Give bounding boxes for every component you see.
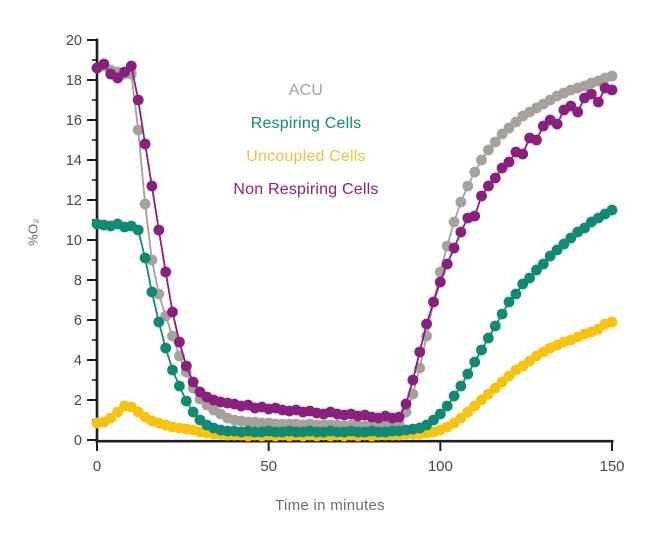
y-tick-label: 12 xyxy=(66,193,82,209)
x-tick-label: 150 xyxy=(599,458,624,475)
legend-item-respiring-cells: Respiring Cells xyxy=(250,115,362,132)
chart-legend: ACU Respiring Cells Uncoupled Cells Non … xyxy=(233,74,378,206)
y-tick-label: 18 xyxy=(66,73,82,89)
x-tick-label: 50 xyxy=(260,458,277,475)
y-tick-label: 10 xyxy=(66,233,82,249)
x-tick-label: 100 xyxy=(428,458,453,475)
y-tick-label: 20 xyxy=(66,33,82,49)
y-tick-label: 8 xyxy=(74,273,82,289)
y-tick-label: 16 xyxy=(66,113,82,129)
y-tick-label: 14 xyxy=(66,153,82,169)
x-axis-label: Time in minutes xyxy=(275,497,385,514)
y-tick-label: 2 xyxy=(74,393,82,409)
series-respiring-cells xyxy=(91,204,618,438)
series-non-respiring-cells xyxy=(91,58,618,424)
y-tick-label: 0 xyxy=(74,433,82,449)
x-tick-label: 0 xyxy=(93,458,101,475)
y-tick-label: 4 xyxy=(74,353,82,369)
legend-item-non-respiring-cells: Non Respiring Cells xyxy=(233,181,379,198)
legend-item-acu: ACU xyxy=(288,82,324,99)
legend-item-uncoupled-cells: Uncoupled Cells xyxy=(246,148,366,165)
y-axis-label: %O₂ xyxy=(25,218,41,246)
y-tick-label: 6 xyxy=(74,313,82,329)
